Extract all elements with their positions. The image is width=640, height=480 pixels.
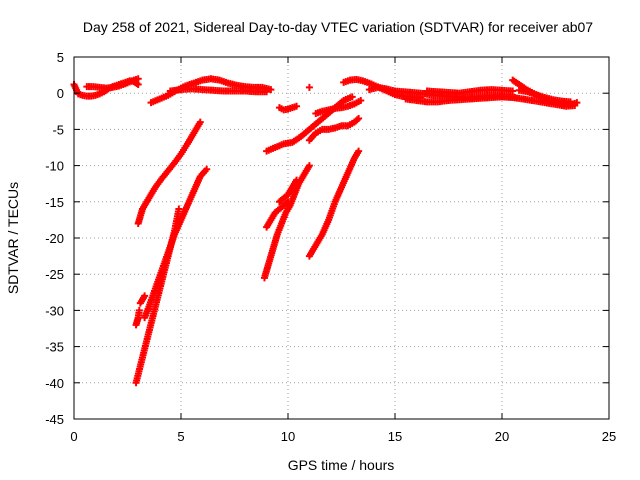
data-point	[571, 102, 579, 110]
data-point	[305, 83, 313, 91]
data-point	[355, 115, 363, 123]
y-axis-label: SDTVAR / TECUs	[5, 182, 21, 294]
y-tick-label: -15	[45, 195, 64, 210]
y-tick-label: 0	[57, 86, 64, 101]
y-tick-label: -10	[45, 159, 64, 174]
data-point	[509, 87, 517, 95]
data-point	[141, 292, 149, 300]
data-points	[70, 75, 581, 387]
axis-ticks	[73, 56, 610, 420]
x-tick-label: 0	[70, 429, 77, 444]
x-axis-label: GPS time / hours	[288, 457, 395, 473]
y-tick-label: -25	[45, 267, 64, 282]
data-point	[355, 147, 363, 155]
x-tick-label: 25	[602, 429, 616, 444]
y-tick-label: 5	[57, 50, 64, 65]
data-point	[267, 86, 275, 94]
data-point	[175, 205, 183, 213]
x-tick-label: 10	[281, 429, 295, 444]
y-tick-label: -40	[45, 376, 64, 391]
data-point	[135, 306, 143, 314]
y-tick-label: -5	[52, 122, 64, 137]
x-tick-label: 5	[177, 429, 184, 444]
x-tick-label: 20	[495, 429, 509, 444]
x-tick-label: 15	[388, 429, 402, 444]
data-point	[203, 165, 211, 173]
data-point	[293, 176, 301, 184]
y-tick-label: -45	[45, 412, 64, 427]
data-point	[134, 75, 142, 83]
data-point	[196, 118, 204, 126]
y-tick-label: -30	[45, 303, 64, 318]
x-tick-labels: 0 5 10 15 20 25	[70, 429, 616, 444]
grid-lines	[74, 57, 609, 419]
data-point	[284, 198, 292, 206]
data-point	[293, 102, 301, 110]
y-tick-labels: 5 0 -5 -10 -15 -20 -25 -30 -35 -40 -45	[45, 50, 64, 427]
data-point	[348, 93, 356, 101]
chart-title: Day 258 of 2021, Sidereal Day-to-day VTE…	[83, 19, 593, 35]
data-point	[566, 98, 574, 106]
data-point	[263, 88, 271, 96]
data-point	[305, 162, 313, 170]
y-tick-label: -20	[45, 231, 64, 246]
data-point	[357, 96, 365, 104]
y-tick-label: -35	[45, 340, 64, 355]
